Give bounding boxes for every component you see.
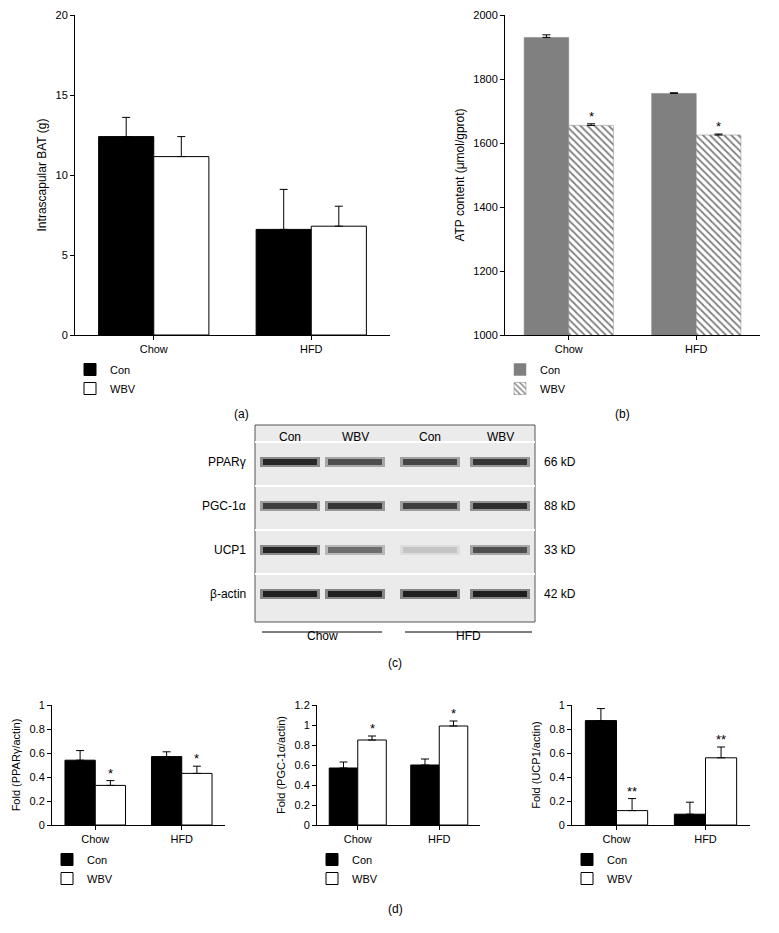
svg-text:0: 0: [39, 819, 45, 831]
svg-text:Chow: Chow: [81, 833, 109, 845]
svg-text:Con: Con: [352, 854, 372, 866]
svg-text:Chow: Chow: [344, 833, 372, 845]
svg-text:Fold (UCP1/actin): Fold (UCP1/actin): [530, 721, 542, 808]
svg-text:0.8: 0.8: [30, 723, 45, 735]
svg-text:1200: 1200: [473, 265, 497, 277]
svg-text:1800: 1800: [473, 73, 497, 85]
svg-text:10: 10: [56, 169, 68, 181]
svg-text:*: *: [194, 751, 199, 766]
svg-text:1400: 1400: [473, 201, 497, 213]
svg-text:Chow: Chow: [307, 629, 338, 643]
svg-text:*: *: [716, 119, 721, 134]
svg-text:Con: Con: [87, 854, 107, 866]
svg-text:1.2: 1.2: [295, 699, 310, 711]
svg-text:Fold (PGC-1α/actin): Fold (PGC-1α/actin): [275, 716, 287, 814]
svg-text:(a): (a): [234, 407, 249, 421]
svg-text:0.4: 0.4: [30, 771, 45, 783]
svg-text:0.2: 0.2: [550, 795, 565, 807]
svg-text:20: 20: [56, 9, 68, 21]
svg-text:(d): (d): [388, 902, 403, 916]
svg-text:0.4: 0.4: [550, 771, 565, 783]
svg-text:Intrascapular BAT (g): Intrascapular BAT (g): [35, 119, 49, 232]
svg-text:*: *: [451, 706, 456, 721]
svg-text:**: **: [716, 732, 726, 747]
svg-text:0: 0: [559, 819, 565, 831]
svg-text:Con: Con: [607, 854, 627, 866]
svg-text:1000: 1000: [473, 329, 497, 341]
svg-text:2000: 2000: [473, 9, 497, 21]
svg-text:*: *: [370, 721, 375, 736]
svg-text:HFD: HFD: [694, 833, 717, 845]
svg-text:0.6: 0.6: [550, 747, 565, 759]
svg-text:0.4: 0.4: [295, 779, 310, 791]
svg-text:WBV: WBV: [110, 383, 136, 395]
svg-text:Con: Con: [419, 430, 441, 444]
svg-text:WBV: WBV: [342, 430, 369, 444]
svg-text:(c): (c): [388, 656, 402, 670]
svg-text:HFD: HFD: [300, 343, 323, 355]
svg-text:*: *: [108, 766, 113, 781]
svg-text:UCP1: UCP1: [214, 543, 246, 557]
svg-text:1600: 1600: [473, 137, 497, 149]
svg-text:HFD: HFD: [170, 833, 193, 845]
svg-text:Chow: Chow: [140, 343, 168, 355]
svg-text:42 kD: 42 kD: [544, 587, 576, 601]
svg-text:ATP content (μmol/gprot): ATP content (μmol/gprot): [453, 108, 467, 241]
svg-text:0.8: 0.8: [550, 723, 565, 735]
svg-text:1: 1: [304, 719, 310, 731]
svg-text:Con: Con: [279, 430, 301, 444]
svg-text:**: **: [627, 784, 637, 799]
svg-text:HFD: HFD: [685, 343, 708, 355]
svg-text:HFD: HFD: [428, 833, 451, 845]
svg-text:1: 1: [559, 699, 565, 711]
svg-text:88 kD: 88 kD: [544, 499, 576, 513]
svg-text:0.2: 0.2: [295, 799, 310, 811]
svg-text:WBV: WBV: [607, 873, 633, 885]
svg-text:Con: Con: [110, 364, 130, 376]
svg-text:WBV: WBV: [352, 873, 378, 885]
svg-text:0.6: 0.6: [30, 747, 45, 759]
svg-text:1: 1: [39, 699, 45, 711]
svg-text:*: *: [589, 109, 594, 124]
svg-text:Fold (PPARγ/actin): Fold (PPARγ/actin): [10, 719, 22, 812]
svg-text:WBV: WBV: [87, 873, 113, 885]
svg-text:0: 0: [304, 819, 310, 831]
svg-text:HFD: HFD: [456, 629, 481, 643]
svg-text:5: 5: [62, 249, 68, 261]
svg-text:Chow: Chow: [602, 833, 630, 845]
svg-text:66 kD: 66 kD: [544, 455, 576, 469]
svg-text:Con: Con: [540, 364, 560, 376]
svg-text:0.8: 0.8: [295, 739, 310, 751]
svg-text:(b): (b): [615, 407, 630, 421]
svg-text:33 kD: 33 kD: [544, 543, 576, 557]
svg-text:15: 15: [56, 89, 68, 101]
svg-text:PGC-1α: PGC-1α: [202, 499, 246, 513]
svg-text:β-actin: β-actin: [210, 587, 246, 601]
svg-text:WBV: WBV: [540, 383, 566, 395]
svg-text:Chow: Chow: [555, 343, 583, 355]
svg-text:0: 0: [62, 329, 68, 341]
svg-text:PPARγ: PPARγ: [208, 455, 246, 469]
svg-text:0.2: 0.2: [30, 795, 45, 807]
svg-text:WBV: WBV: [487, 430, 514, 444]
svg-text:0.6: 0.6: [295, 759, 310, 771]
